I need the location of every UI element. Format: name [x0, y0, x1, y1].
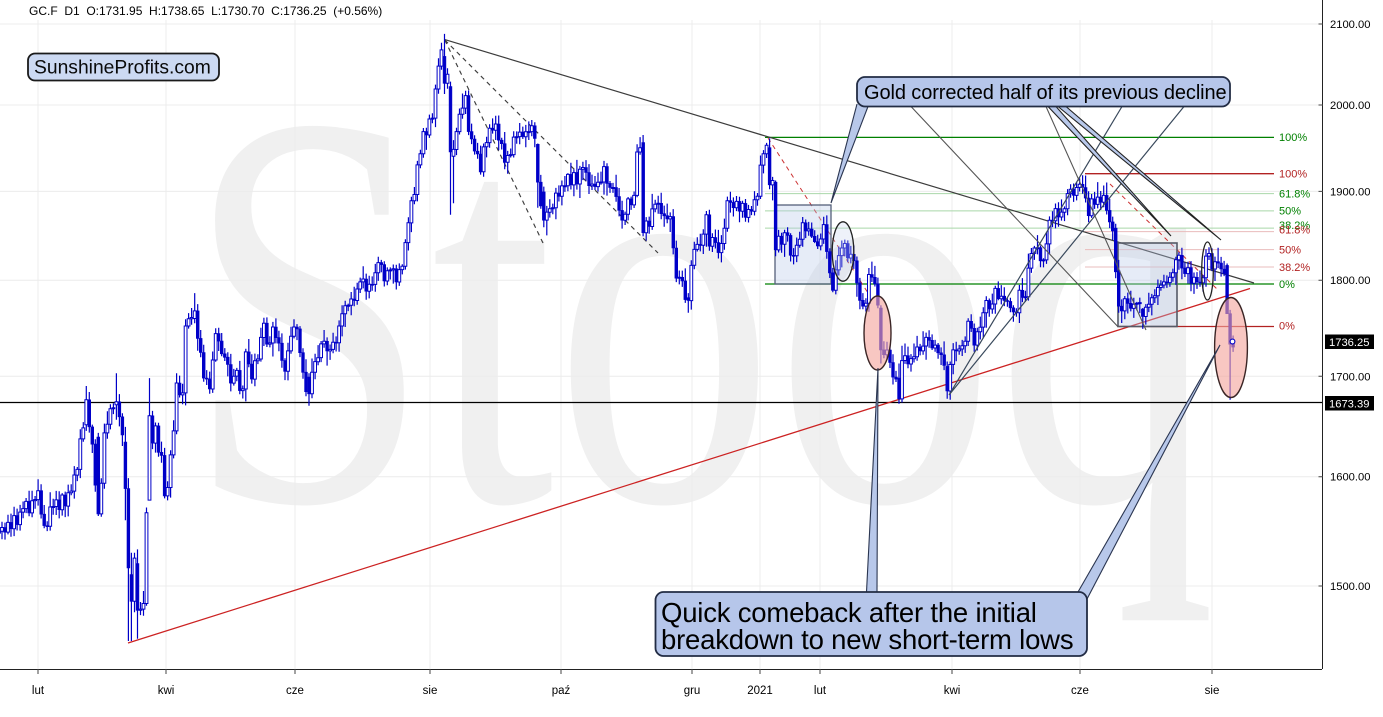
svg-text:SunshineProfits.com: SunshineProfits.com: [34, 58, 211, 79]
svg-text:0%: 0%: [1279, 279, 1295, 291]
svg-text:1800.00: 1800.00: [1330, 275, 1370, 287]
svg-text:38.2%: 38.2%: [1279, 262, 1310, 274]
svg-text:1600.00: 1600.00: [1330, 472, 1370, 484]
svg-text:Quick comeback after the initi: Quick comeback after the initial: [661, 597, 1037, 628]
svg-text:1736.25: 1736.25: [1329, 337, 1369, 349]
svg-text:61.8%: 61.8%: [1279, 189, 1310, 201]
svg-text:0%: 0%: [1279, 320, 1295, 332]
svg-text:1900.00: 1900.00: [1330, 186, 1370, 198]
svg-text:GC.F D1 O:1731.95 H:1738.65: GC.F D1 O:1731.95 H:1738.65 L:1730.70 C:…: [29, 4, 382, 18]
svg-text:Gold corrected half of its pre: Gold corrected half of its previous decl…: [864, 82, 1227, 104]
svg-text:2000.00: 2000.00: [1330, 100, 1370, 112]
svg-text:breakdown to new short-term lo: breakdown to new short-term lows: [661, 624, 1073, 655]
svg-text:50%: 50%: [1279, 206, 1301, 218]
svg-text:lut: lut: [32, 685, 45, 697]
svg-text:2100.00: 2100.00: [1330, 19, 1370, 31]
svg-text:100%: 100%: [1279, 169, 1307, 181]
svg-text:61.8%: 61.8%: [1279, 225, 1310, 237]
svg-text:cze: cze: [1071, 685, 1089, 697]
svg-text:kwi: kwi: [944, 685, 961, 697]
svg-text:2021: 2021: [747, 685, 773, 697]
svg-text:paź: paź: [552, 685, 571, 697]
svg-text:1700.00: 1700.00: [1330, 371, 1370, 383]
svg-text:100%: 100%: [1279, 132, 1307, 144]
svg-text:gru: gru: [684, 685, 701, 697]
svg-text:sie: sie: [1205, 685, 1220, 697]
svg-text:sie: sie: [423, 685, 438, 697]
svg-text:1673.39: 1673.39: [1329, 399, 1369, 411]
svg-text:38.2%: 38.2%: [1279, 220, 1310, 232]
svg-text:cze: cze: [286, 685, 304, 697]
svg-text:50%: 50%: [1279, 245, 1301, 257]
svg-text:kwi: kwi: [158, 685, 175, 697]
svg-text:lut: lut: [814, 685, 827, 697]
svg-text:1500.00: 1500.00: [1330, 581, 1370, 593]
